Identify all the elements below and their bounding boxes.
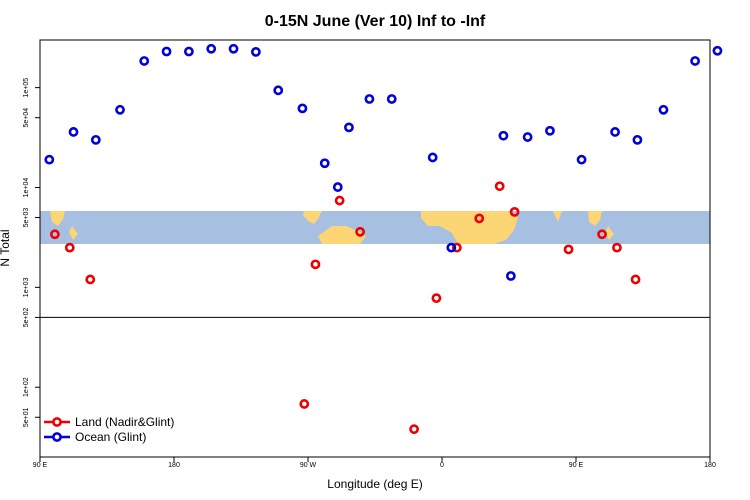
x-tick-label: 90 W bbox=[300, 462, 317, 469]
y-tick-label: 5e+04 bbox=[23, 108, 30, 128]
ocean-point bbox=[522, 132, 533, 142]
ocean-point bbox=[90, 134, 101, 145]
land-point bbox=[630, 274, 641, 285]
map-land-central-america bbox=[303, 211, 322, 224]
legend: Land (Nadir&Glint)Ocean (Glint) bbox=[44, 415, 174, 444]
ocean-point bbox=[250, 47, 261, 57]
ocean-point bbox=[344, 122, 354, 133]
y-tick-label: 5e+03 bbox=[23, 208, 30, 228]
ocean-point bbox=[446, 242, 457, 253]
y-tick-label: 1e+03 bbox=[23, 277, 30, 297]
ocean-point bbox=[139, 56, 150, 66]
ocean-point bbox=[273, 85, 284, 96]
map-land-south-america bbox=[318, 226, 366, 244]
ocean-point bbox=[610, 127, 620, 137]
y-axis: 5e+01 1e+02 5e+02 1e+03 5e+03 1e+04 5e+04 1e+05 bbox=[23, 78, 40, 427]
x-axis-label: Longitude (deg E) bbox=[327, 477, 422, 491]
x-tick-label: 180 bbox=[704, 462, 716, 469]
land-point bbox=[612, 242, 622, 253]
land-point bbox=[49, 229, 60, 240]
ocean-point bbox=[576, 154, 587, 165]
land-point bbox=[85, 274, 96, 285]
world-map-band bbox=[40, 211, 710, 244]
map-land-india bbox=[553, 211, 562, 222]
legend-marker bbox=[52, 417, 62, 427]
x-tick-label: 180 bbox=[168, 462, 180, 469]
ocean-point bbox=[319, 158, 330, 169]
ocean-point bbox=[545, 125, 555, 136]
ocean-point bbox=[386, 94, 397, 104]
map-land-southeast-asia-repeat bbox=[588, 211, 614, 240]
ocean-point bbox=[332, 182, 343, 192]
x-axis: 90 E 180 90 W 0 90 E 180 bbox=[33, 457, 716, 469]
land-point bbox=[494, 181, 505, 192]
ocean-point bbox=[658, 104, 669, 115]
y-tick-label: 5e+02 bbox=[23, 307, 30, 327]
ocean-point bbox=[297, 103, 308, 114]
ocean-point bbox=[690, 56, 701, 66]
ocean-point bbox=[183, 46, 194, 57]
land-point bbox=[64, 242, 75, 253]
x-tick-label: 0 bbox=[440, 462, 444, 469]
land-point bbox=[409, 424, 419, 435]
land-point bbox=[431, 293, 442, 304]
plot-frame bbox=[39, 39, 711, 458]
legend-label: Ocean (Glint) bbox=[75, 430, 146, 444]
ocean-point bbox=[498, 130, 509, 141]
land-point bbox=[451, 242, 462, 253]
x-tick-label: 90 E bbox=[569, 462, 584, 469]
ocean-point bbox=[712, 45, 723, 56]
legend-marker bbox=[52, 432, 62, 442]
data-points bbox=[44, 43, 723, 435]
map-land-southeast-asia bbox=[50, 211, 78, 240]
y-axis-label: N Total bbox=[0, 229, 12, 266]
land-point bbox=[299, 399, 310, 409]
ocean-point bbox=[44, 154, 55, 165]
y-tick-label: 5e+01 bbox=[23, 407, 30, 427]
ocean-series bbox=[44, 43, 723, 281]
land-series bbox=[49, 181, 641, 435]
legend-label: Land (Nadir&Glint) bbox=[75, 415, 174, 429]
land-point bbox=[310, 259, 321, 270]
y-tick-label: 1e+05 bbox=[23, 78, 30, 98]
land-point bbox=[597, 229, 607, 240]
ocean-point bbox=[206, 43, 217, 54]
map-land-africa bbox=[421, 211, 518, 244]
ocean-point bbox=[632, 134, 643, 145]
y-tick-label: 1e+04 bbox=[23, 178, 30, 198]
land-point bbox=[474, 213, 485, 224]
ocean-point bbox=[427, 152, 438, 163]
ocean-point bbox=[364, 94, 375, 104]
ocean-point bbox=[68, 127, 79, 137]
land-point bbox=[563, 244, 574, 255]
ocean-point bbox=[505, 271, 516, 281]
y-tick-label: 1e+02 bbox=[23, 377, 30, 397]
chart-title: 0-15N June (Ver 10) Inf to -Inf bbox=[265, 13, 486, 30]
land-point bbox=[334, 195, 345, 206]
ocean-point bbox=[228, 43, 239, 54]
ocean-point bbox=[115, 104, 125, 115]
land-point bbox=[509, 206, 520, 217]
land-point bbox=[355, 226, 366, 237]
x-tick-label: 90 E bbox=[33, 462, 48, 469]
ocean-point bbox=[161, 46, 172, 57]
